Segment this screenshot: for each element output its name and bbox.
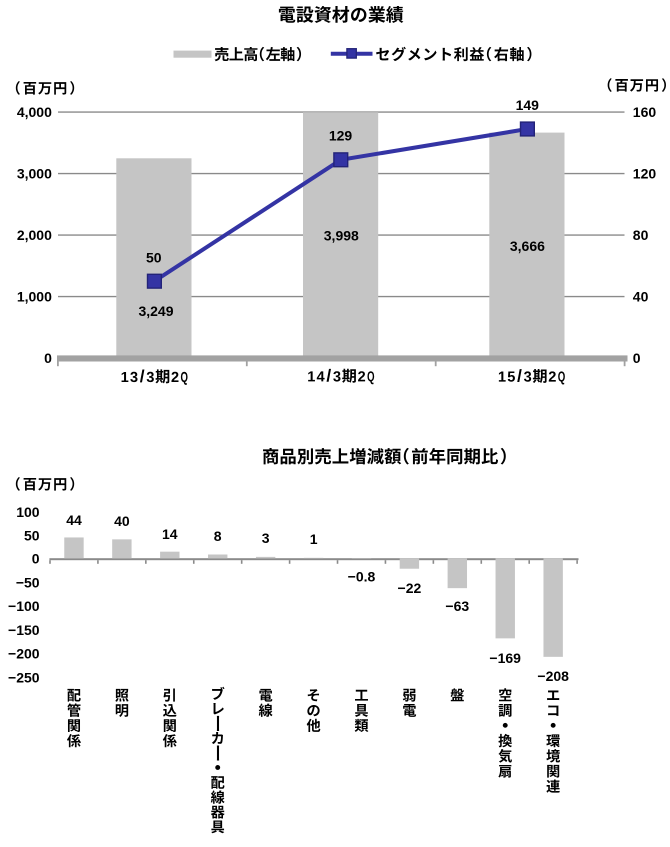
svg-text:−169: −169	[489, 650, 521, 666]
svg-text:−22: −22	[398, 580, 422, 596]
svg-text:3,666: 3,666	[510, 238, 545, 254]
svg-text:3,000: 3,000	[17, 166, 52, 182]
svg-text:129: 129	[329, 128, 353, 144]
svg-text:−100: −100	[8, 598, 40, 614]
svg-text:40: 40	[114, 513, 130, 529]
svg-text:1: 1	[310, 531, 318, 547]
svg-text:0: 0	[633, 350, 641, 366]
svg-text:−250: −250	[8, 670, 40, 686]
svg-text:50: 50	[24, 527, 40, 543]
svg-text:−208: −208	[537, 668, 569, 684]
svg-text:−50: −50	[16, 575, 40, 591]
svg-text:1,000: 1,000	[17, 289, 52, 305]
svg-text:3: 3	[262, 530, 270, 546]
svg-text:3,249: 3,249	[138, 303, 173, 319]
svg-text:80: 80	[633, 227, 649, 243]
svg-text:14: 14	[162, 526, 178, 542]
svg-text:−150: −150	[8, 622, 40, 638]
svg-text:44: 44	[66, 512, 82, 528]
svg-text:−0.8: −0.8	[348, 569, 376, 585]
svg-text:2,000: 2,000	[17, 227, 52, 243]
svg-text:0: 0	[32, 551, 40, 567]
svg-text:50: 50	[146, 250, 162, 266]
svg-text:0: 0	[44, 350, 52, 366]
svg-text:149: 149	[516, 97, 540, 113]
svg-text:8: 8	[214, 528, 222, 544]
svg-text:−200: −200	[8, 645, 40, 661]
svg-text:40: 40	[633, 289, 649, 305]
svg-text:160: 160	[633, 104, 657, 120]
svg-text:120: 120	[633, 166, 657, 182]
svg-text:4,000: 4,000	[17, 104, 52, 120]
svg-text:3,998: 3,998	[324, 228, 359, 244]
svg-text:−63: −63	[445, 598, 469, 614]
svg-text:100: 100	[16, 504, 40, 520]
